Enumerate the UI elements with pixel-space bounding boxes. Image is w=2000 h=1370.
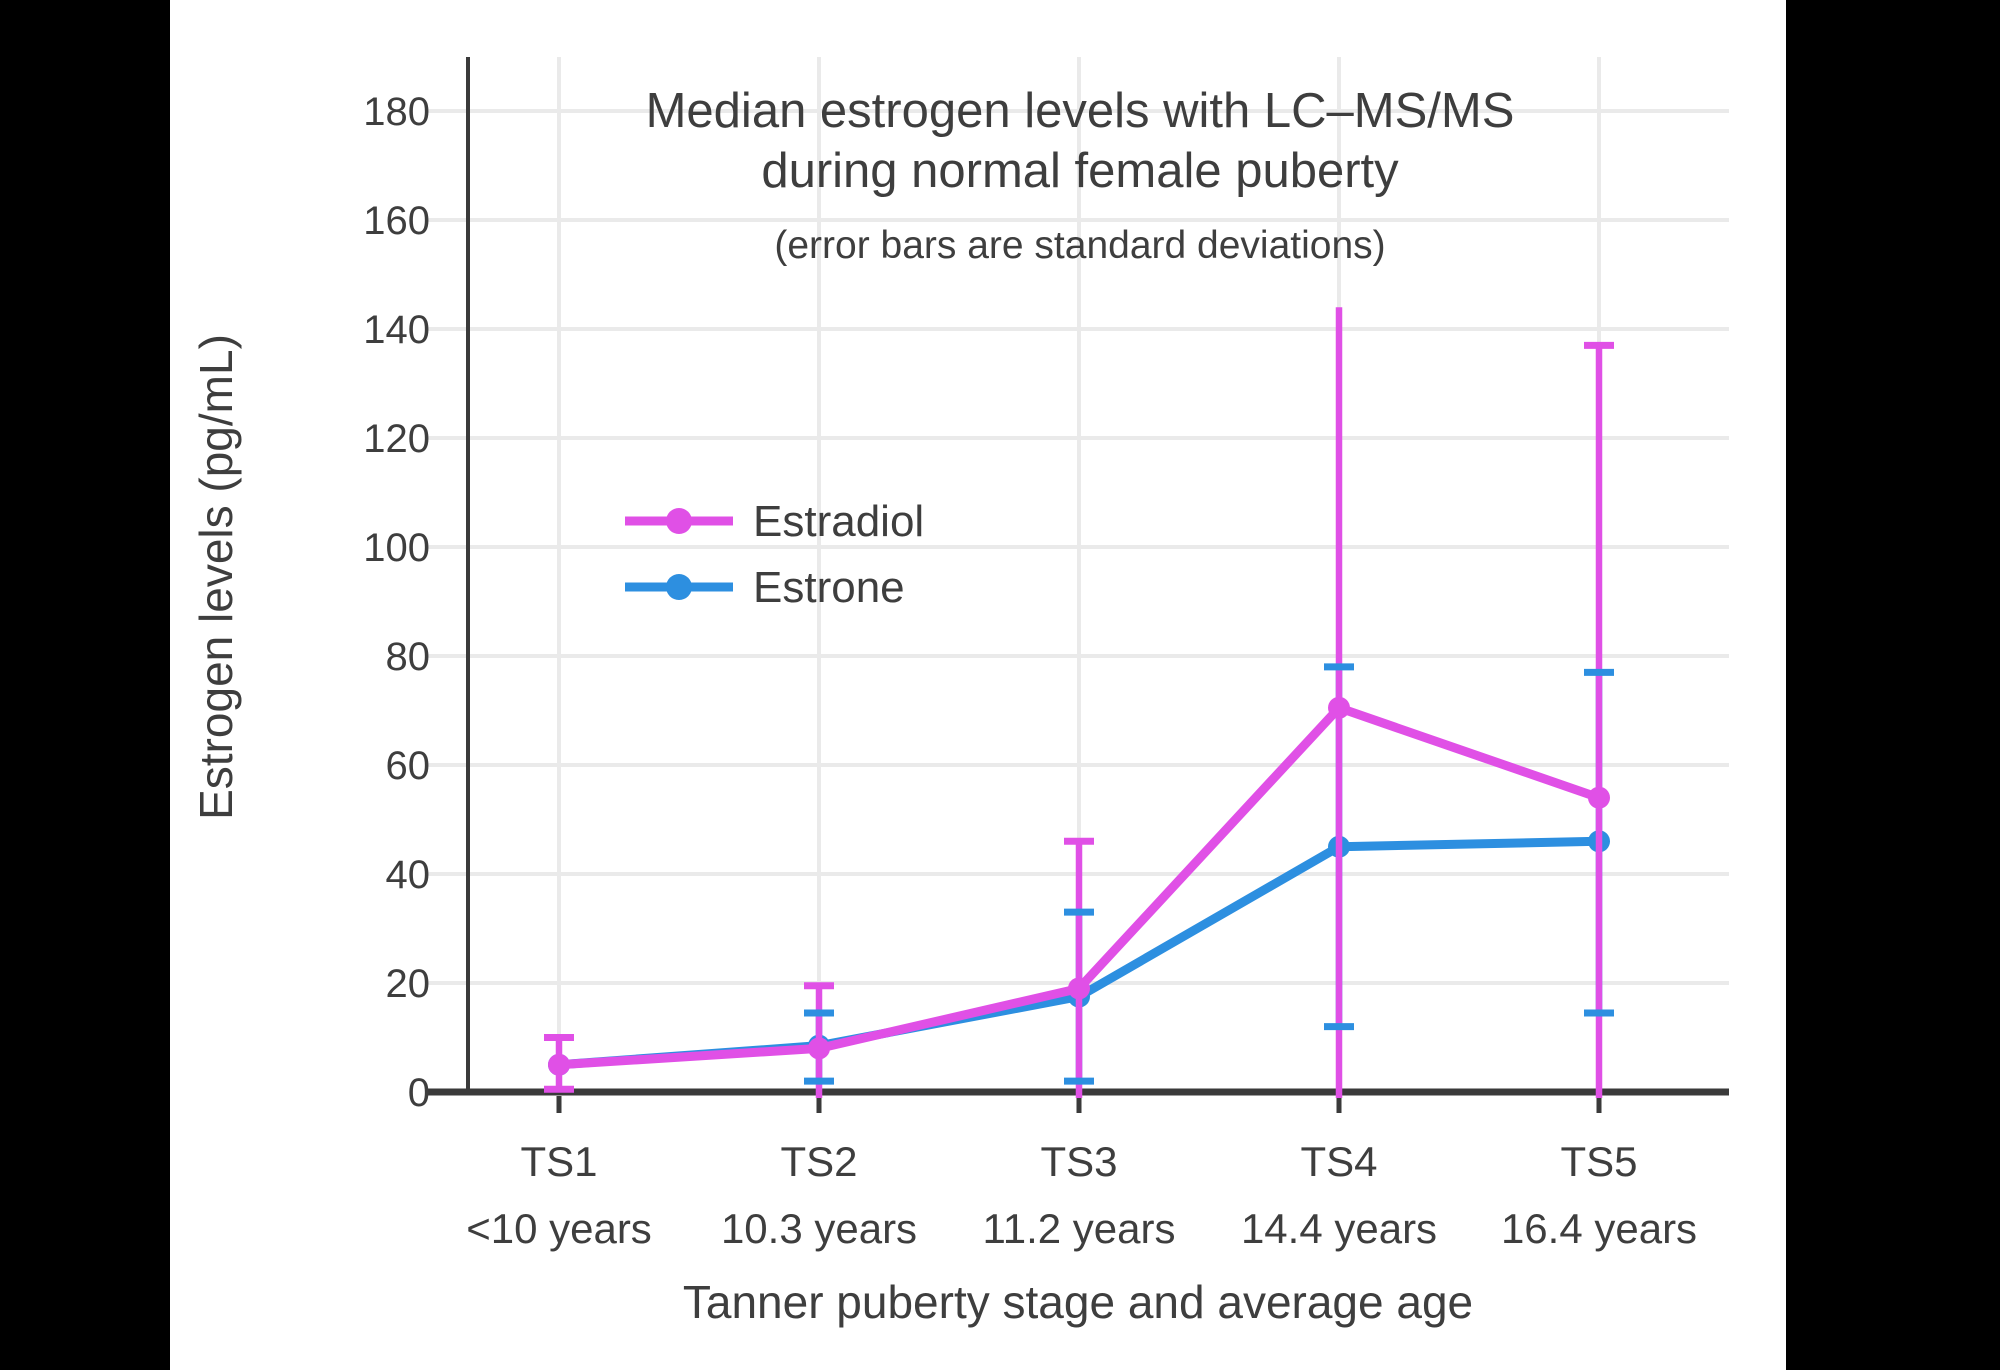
y-axis-title: Estrogen levels (pg/mL) bbox=[190, 334, 242, 820]
legend: Estradiol Estrone bbox=[625, 497, 924, 612]
y-tick-label: 140 bbox=[363, 308, 430, 352]
chart-canvas bbox=[170, 0, 1786, 1370]
x-axis-title: Tanner puberty stage and average age bbox=[683, 1276, 1473, 1328]
chart-title-line1: Median estrogen levels with LC–MS/MS bbox=[646, 84, 1515, 138]
estradiol-series bbox=[548, 696, 1610, 1076]
x-tick-label-age: <10 years bbox=[466, 1205, 652, 1252]
estradiol-error-caps bbox=[544, 341, 1614, 1093]
axes: TS1 <10 years TS2 10.3 years TS3 11.2 years TS… bbox=[363, 57, 1729, 1252]
x-tick-label-stage: TS2 bbox=[780, 1138, 857, 1185]
x-tick-label-stage: TS3 bbox=[1040, 1138, 1117, 1185]
x-tick-label-age: 16.4 years bbox=[1501, 1205, 1697, 1252]
chart-subtitle: (error bars are standard deviations) bbox=[774, 224, 1385, 267]
y-tick-label: 40 bbox=[386, 853, 431, 897]
x-tick-label-age: 11.2 years bbox=[983, 1205, 1176, 1252]
estradiol-point-ts5 bbox=[1588, 786, 1610, 809]
estradiol-point-ts2 bbox=[808, 1037, 830, 1060]
legend-item-estradiol[interactable]: Estradiol bbox=[625, 497, 924, 546]
y-tick-label: 100 bbox=[363, 526, 430, 570]
chart-title-line2: during normal female puberty bbox=[761, 144, 1399, 198]
legend-item-estrone[interactable]: Estrone bbox=[625, 563, 905, 612]
y-tick-label: 20 bbox=[386, 962, 431, 1006]
estradiol-point-ts1 bbox=[548, 1053, 570, 1076]
legend-label: Estrone bbox=[753, 563, 905, 612]
y-tick-label: 180 bbox=[363, 90, 430, 134]
y-tick-label: 60 bbox=[386, 744, 431, 788]
legend-label: Estradiol bbox=[753, 497, 924, 546]
legend-swatch-dot bbox=[666, 574, 692, 600]
y-tick-label: 0 bbox=[408, 1071, 430, 1115]
estrone-error-caps bbox=[804, 663, 1614, 1085]
x-tick-label-stage: TS4 bbox=[1300, 1138, 1377, 1185]
plot-area bbox=[544, 307, 1614, 1098]
x-tick-label-age: 14.4 years bbox=[1241, 1205, 1437, 1252]
x-tick-label-stage: TS5 bbox=[1560, 1138, 1637, 1185]
x-tick-label-stage: TS1 bbox=[520, 1138, 597, 1185]
estradiol-point-ts3 bbox=[1068, 977, 1090, 1000]
y-tick-label: 160 bbox=[363, 199, 430, 243]
y-tick-label: 120 bbox=[363, 417, 430, 461]
x-tick-label-age: 10.3 years bbox=[721, 1205, 917, 1252]
estradiol-point-ts4 bbox=[1328, 696, 1350, 719]
legend-swatch-dot bbox=[666, 508, 692, 534]
y-tick-label: 80 bbox=[386, 635, 431, 679]
